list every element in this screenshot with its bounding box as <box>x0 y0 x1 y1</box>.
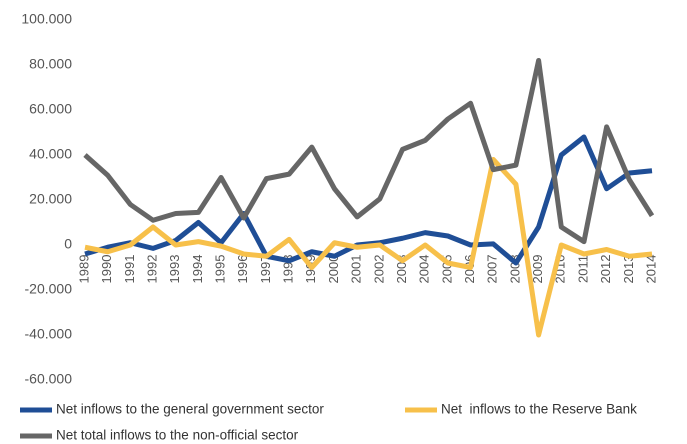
x-tick-label: 1992 <box>144 255 159 284</box>
y-tick-label: 100.000 <box>21 11 72 27</box>
x-tick-label: 1993 <box>167 255 182 284</box>
x-tick-label: 1996 <box>235 255 250 284</box>
y-tick-label: 80.000 <box>29 56 72 72</box>
x-tick-label: 2007 <box>485 255 500 284</box>
x-tick-label: 1994 <box>190 255 205 284</box>
legend-label: Net total inflows to the non-official se… <box>56 428 299 443</box>
y-tick-label: -60.000 <box>25 371 73 387</box>
x-tick-label: 2002 <box>371 255 386 284</box>
y-tick-label: 0 <box>64 236 72 252</box>
x-tick-label: 1991 <box>122 255 137 284</box>
y-tick-label: 20.000 <box>29 191 72 207</box>
x-tick-label: 2012 <box>598 255 613 284</box>
x-tick-label: 1995 <box>213 255 228 284</box>
y-tick-label: -20.000 <box>25 281 73 297</box>
y-tick-label: 40.000 <box>29 146 72 162</box>
x-tick-label: 1997 <box>258 255 273 284</box>
x-tick-label: 2004 <box>417 255 432 284</box>
x-tick-label: 1990 <box>99 255 114 284</box>
legend-label: Net inflows to the Reserve Bank <box>441 402 637 417</box>
x-tick-label: 1989 <box>76 255 91 284</box>
series-line <box>83 58 655 245</box>
y-tick-label: 60.000 <box>29 101 72 117</box>
x-tick-label: 2000 <box>326 255 341 284</box>
y-tick-label: -40.000 <box>25 326 73 342</box>
x-tick-label: 2011 <box>575 255 590 283</box>
legend-label: Net inflows to the general government se… <box>56 402 324 417</box>
x-tick-label: 2009 <box>530 255 545 284</box>
x-tick-label: 2013 <box>621 255 636 284</box>
x-tick-label: 2001 <box>349 255 364 284</box>
x-tick-label: 2014 <box>643 255 658 284</box>
series-line <box>84 157 653 338</box>
